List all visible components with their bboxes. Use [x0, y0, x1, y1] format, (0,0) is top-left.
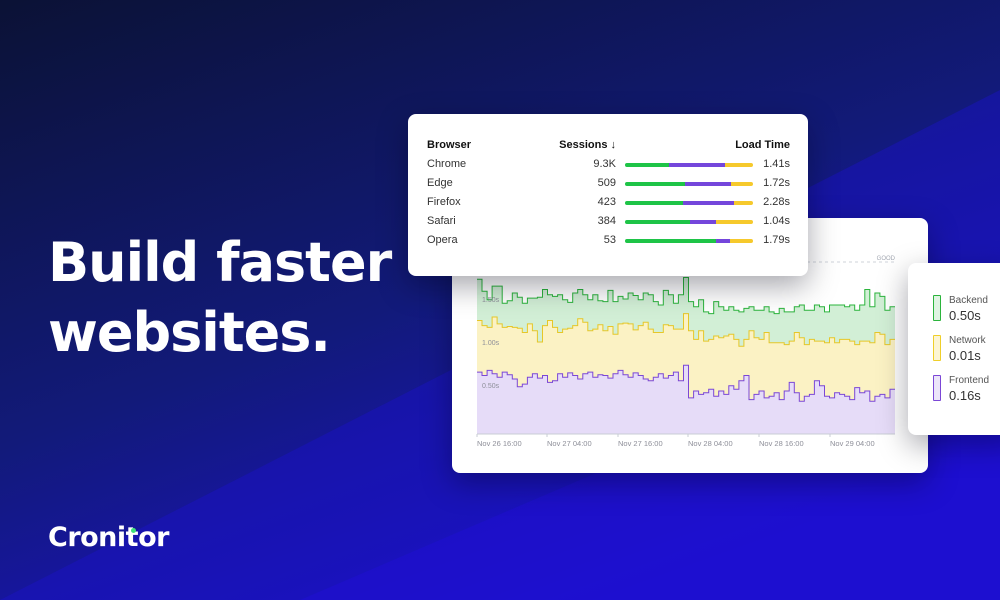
backend-segment	[625, 182, 686, 186]
y-tick-label: 0.50s	[482, 383, 500, 390]
logo-wordmark: Cronitor	[48, 522, 169, 553]
backend-segment	[625, 163, 669, 167]
frontend-segment	[715, 220, 753, 224]
frontend-segment	[731, 182, 753, 186]
load-time-bar	[625, 163, 753, 167]
headline-line-2: websites.	[48, 301, 331, 364]
legend-item-backend[interactable]: Backend 0.50s	[933, 295, 1000, 325]
browser-name: Opera	[427, 234, 458, 246]
browser-name: Firefox	[427, 196, 461, 208]
x-tick-label: Nov 28 04:00	[688, 439, 733, 448]
load-time-value: 1.79s	[763, 234, 790, 246]
table-row[interactable]: Safari 384 1.04s	[408, 215, 808, 234]
table-row[interactable]: Edge 509 1.72s	[408, 177, 808, 196]
load-time-bar	[625, 201, 753, 205]
header-load-time[interactable]: Load Time	[735, 139, 790, 151]
backend-area	[477, 277, 895, 347]
legend-label: Frontend	[949, 375, 990, 386]
load-time-bar	[625, 239, 753, 243]
legend-label: Backend	[949, 295, 988, 306]
sessions-count: 9.3K	[593, 158, 616, 170]
network-segment	[715, 239, 730, 243]
browser-name: Edge	[427, 177, 453, 189]
legend-value: 0.16s	[949, 388, 981, 403]
load-time-value: 1.04s	[763, 215, 790, 227]
backend-segment	[625, 201, 683, 205]
network-area	[477, 313, 895, 402]
table-row[interactable]: Firefox 423 2.28s	[408, 196, 808, 215]
y-tick-label: 1.50s	[482, 297, 500, 304]
sessions-count: 509	[597, 177, 616, 189]
x-tick-label: Nov 26 16:00	[477, 439, 522, 448]
frontend-segment	[729, 239, 753, 243]
load-time-bar	[625, 182, 753, 186]
legend-item-network[interactable]: Network 0.01s	[933, 335, 1000, 365]
cronitor-logo: Cronitor	[48, 522, 169, 553]
x-tick-label: Nov 27 16:00	[618, 439, 663, 448]
frontend-segment	[733, 201, 753, 205]
frontend-line	[477, 364, 895, 402]
legend-card: Backend 0.50s Network 0.01s Frontend 0.1…	[908, 263, 1000, 435]
backend-segment	[625, 220, 691, 224]
load-time-value: 1.72s	[763, 177, 790, 189]
network-segment	[682, 201, 734, 205]
sessions-count: 53	[603, 234, 616, 246]
network-segment	[668, 163, 725, 167]
legend-item-frontend[interactable]: Frontend 0.16s	[933, 375, 1000, 405]
backend-swatch-icon	[933, 295, 941, 321]
logo-dot-icon	[131, 528, 136, 533]
threshold-label: GOOD	[877, 256, 896, 262]
browser-name: Safari	[427, 215, 456, 227]
headline: Build faster websites.	[48, 228, 392, 368]
legend-label: Network	[949, 335, 986, 346]
header-browser[interactable]: Browser	[427, 139, 472, 151]
x-tick-label: Nov 27 04:00	[547, 439, 592, 448]
stacked-area-chart: GOOD 0.50s 1.00s 1.50s Nov 26 16:00 Nov 27 04…	[476, 256, 896, 448]
performance-chart-card: GOOD 0.50s 1.00s 1.50s Nov 26 16:00 Nov 27 04…	[452, 218, 928, 473]
table-row[interactable]: Chrome 9.3K 1.41s	[408, 158, 808, 177]
headline-line-1: Build faster	[48, 231, 392, 294]
backend-segment	[625, 239, 716, 243]
frontend-swatch-icon	[933, 375, 941, 401]
network-line	[477, 313, 895, 347]
browser-name: Chrome	[427, 158, 467, 170]
network-swatch-icon	[933, 335, 941, 361]
network-segment	[685, 182, 732, 186]
browser-table-card: Browser Sessions ↓ Load Time Chrome 9.3K…	[408, 114, 808, 276]
sessions-count: 423	[597, 196, 616, 208]
backend-line	[477, 277, 895, 315]
load-time-value: 1.41s	[763, 158, 790, 170]
legend-value: 0.50s	[949, 308, 981, 323]
sessions-count: 384	[597, 215, 616, 227]
header-sessions[interactable]: Sessions ↓	[559, 139, 616, 151]
frontend-segment	[724, 163, 753, 167]
network-segment	[690, 220, 716, 224]
load-time-bar	[625, 220, 753, 224]
x-tick-label: Nov 28 16:00	[759, 439, 804, 448]
x-tick-label: Nov 29 04:00	[830, 439, 875, 448]
load-time-value: 2.28s	[763, 196, 790, 208]
table-row[interactable]: Opera 53 1.79s	[408, 234, 808, 253]
legend-value: 0.01s	[949, 348, 981, 363]
y-tick-label: 1.00s	[482, 340, 500, 347]
